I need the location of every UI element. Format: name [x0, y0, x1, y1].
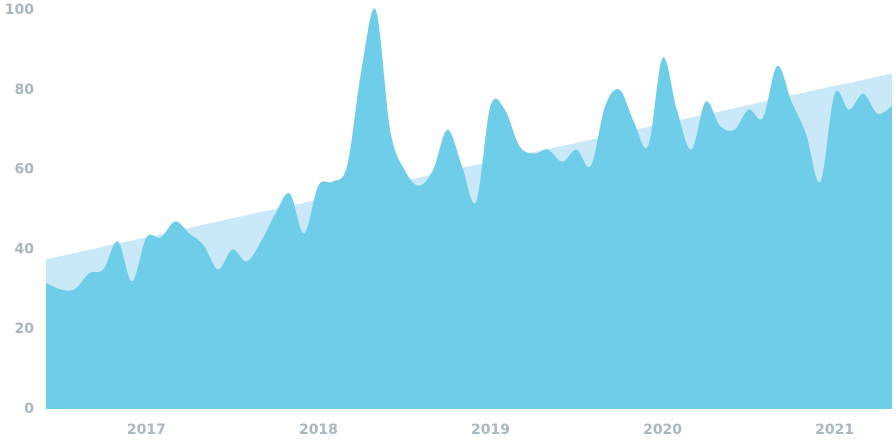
y-tick-label: 60 [15, 162, 35, 178]
y-tick-label: 80 [15, 82, 35, 98]
y-tick-label: 100 [5, 2, 34, 18]
x-tick-label: 2018 [299, 422, 338, 438]
x-tick-label: 2021 [815, 422, 854, 438]
y-tick-label: 20 [15, 321, 35, 337]
x-tick-label: 2019 [471, 422, 510, 438]
y-tick-label: 40 [15, 241, 35, 257]
area [46, 8, 892, 410]
x-tick-label: 2020 [643, 422, 682, 438]
y-tick-label: 0 [24, 401, 34, 417]
x-tick-label: 2017 [127, 422, 166, 438]
